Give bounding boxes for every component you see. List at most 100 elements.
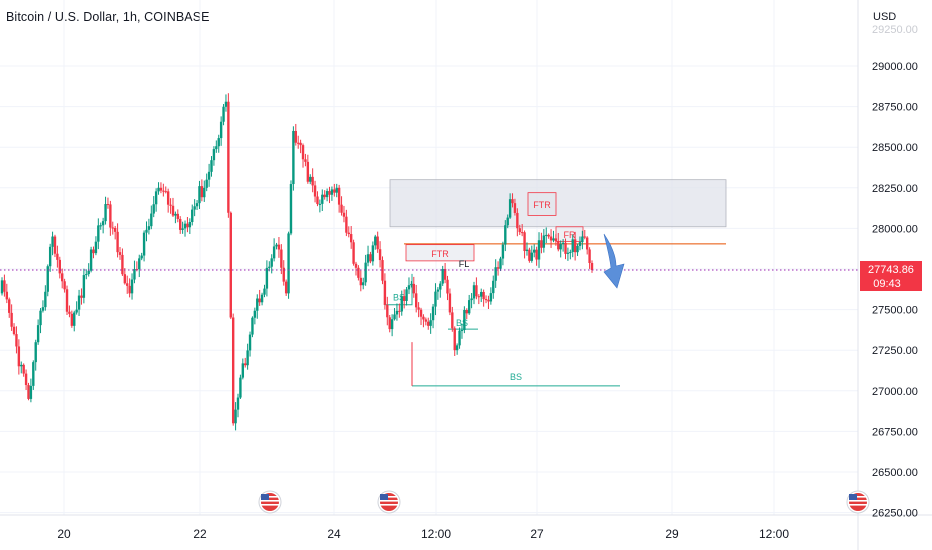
candle-body <box>328 191 331 195</box>
x-tick-label: 29 <box>665 527 679 541</box>
candle-body <box>321 194 324 204</box>
candle-body <box>297 142 300 144</box>
y-tick-label: 28250.00 <box>872 183 918 195</box>
candle-body <box>272 246 276 259</box>
candle-body <box>29 385 33 399</box>
candle-body <box>499 258 502 269</box>
candle-body <box>99 225 102 227</box>
candle-body <box>318 203 322 205</box>
candle-body <box>118 252 122 255</box>
candle-body <box>282 267 285 282</box>
candle-body <box>386 304 389 318</box>
candle-body <box>448 293 452 313</box>
countdown-label: 09:43 <box>873 278 901 290</box>
candle-body <box>311 176 314 186</box>
candle-body <box>253 310 257 318</box>
candle-body <box>374 236 377 246</box>
candle-body <box>395 310 399 315</box>
candle-body <box>359 277 363 286</box>
candle-body <box>443 269 447 280</box>
candle-body <box>123 274 127 284</box>
candle-body <box>352 242 355 264</box>
ftr-box <box>527 192 557 216</box>
candle-body <box>61 273 64 282</box>
us-flag-stripe <box>849 496 867 498</box>
candle-body <box>217 138 220 147</box>
us-flag-canton <box>380 494 388 500</box>
candle-body <box>590 263 594 270</box>
candle-body <box>585 237 589 250</box>
candle-body <box>73 312 76 326</box>
candle-body <box>451 312 454 329</box>
candle-body <box>294 130 297 143</box>
candle-body <box>186 223 189 228</box>
candle-body <box>85 274 88 276</box>
candle-body <box>265 267 269 289</box>
candle-body <box>179 218 182 230</box>
candle-body <box>234 409 237 424</box>
candle-body <box>388 317 391 330</box>
currency-label: USD <box>873 11 896 23</box>
candle-body <box>340 204 343 213</box>
candle-body <box>10 312 13 327</box>
candle-body <box>188 222 192 228</box>
x-tick-label: 20 <box>57 527 71 541</box>
candle-body <box>583 236 586 238</box>
candle-body <box>104 204 107 222</box>
candle-body <box>210 160 213 172</box>
y-tick-label-faded: 29250.00 <box>872 24 918 36</box>
ftr-label: FTR <box>431 249 449 259</box>
candle-body <box>564 242 567 254</box>
candle-body <box>528 249 531 261</box>
candle-body <box>427 321 430 326</box>
candle-body <box>455 345 459 351</box>
candle-body <box>419 309 423 317</box>
candle-body <box>342 212 346 217</box>
candle-body <box>549 236 553 241</box>
candle-body <box>304 159 307 162</box>
x-tick-label: 27 <box>530 527 544 541</box>
ftr-box <box>555 226 584 242</box>
candle-body <box>63 281 66 290</box>
candle-body <box>460 329 464 331</box>
candle-body <box>150 213 153 227</box>
candle-body <box>205 179 208 188</box>
candle-body <box>573 239 577 253</box>
candle-body <box>56 253 59 260</box>
candle-body <box>537 240 541 260</box>
candle-body <box>458 330 461 346</box>
candle-body <box>244 363 247 366</box>
candle-body <box>520 232 524 234</box>
candle-body <box>219 121 223 139</box>
candle-body <box>82 275 86 298</box>
candle-body <box>383 280 387 305</box>
candle-body <box>92 249 95 254</box>
candle-body <box>231 317 235 424</box>
candle-body <box>407 285 411 290</box>
candle-body <box>198 186 201 204</box>
candle-body <box>554 238 558 242</box>
current-price-tag <box>860 260 922 291</box>
candle-body <box>525 249 529 252</box>
candle-body <box>236 397 240 410</box>
candle-body <box>390 319 394 330</box>
candle-body <box>5 291 9 300</box>
candle-body <box>212 149 216 161</box>
candle-body <box>191 209 194 223</box>
candle-body <box>203 187 206 198</box>
candle-body <box>140 255 143 259</box>
candle-body <box>142 232 146 256</box>
us-flag-stripe <box>380 504 398 506</box>
candle-body <box>224 101 228 107</box>
candle-body <box>561 242 565 245</box>
candle-body <box>417 307 420 310</box>
candle-body <box>496 267 500 269</box>
candle-body <box>94 241 98 254</box>
candle-body <box>530 252 533 261</box>
candle-body <box>362 282 365 286</box>
candle-body <box>465 309 468 314</box>
candle-body <box>516 212 519 229</box>
candle-body <box>402 296 406 301</box>
ftr-label: FR <box>564 230 576 240</box>
